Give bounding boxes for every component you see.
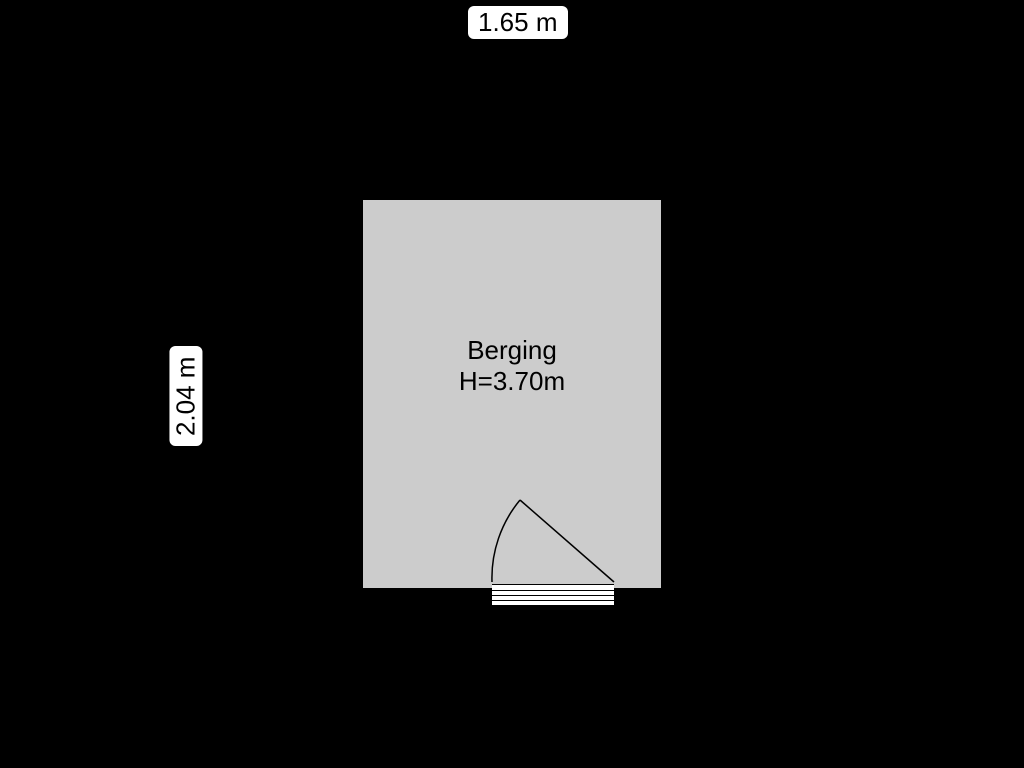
wall-left <box>345 182 363 606</box>
door-opening <box>492 584 614 606</box>
room-label: Berging H=3.70m <box>412 335 612 397</box>
wall-right <box>661 182 679 606</box>
room-height: H=3.70m <box>412 366 612 397</box>
dimension-height-text: 2.04 m <box>170 357 200 437</box>
door-stripe-1 <box>492 590 614 591</box>
wall-top <box>345 182 679 200</box>
dimension-width-label: 1.65 m <box>468 6 568 39</box>
room-name: Berging <box>412 335 612 366</box>
dimension-height-label: 2.04 m <box>169 347 202 447</box>
door-stripe-3 <box>492 600 614 601</box>
door-stripe-2 <box>492 595 614 596</box>
dimension-width-text: 1.65 m <box>478 7 558 37</box>
door-swing <box>492 460 622 590</box>
